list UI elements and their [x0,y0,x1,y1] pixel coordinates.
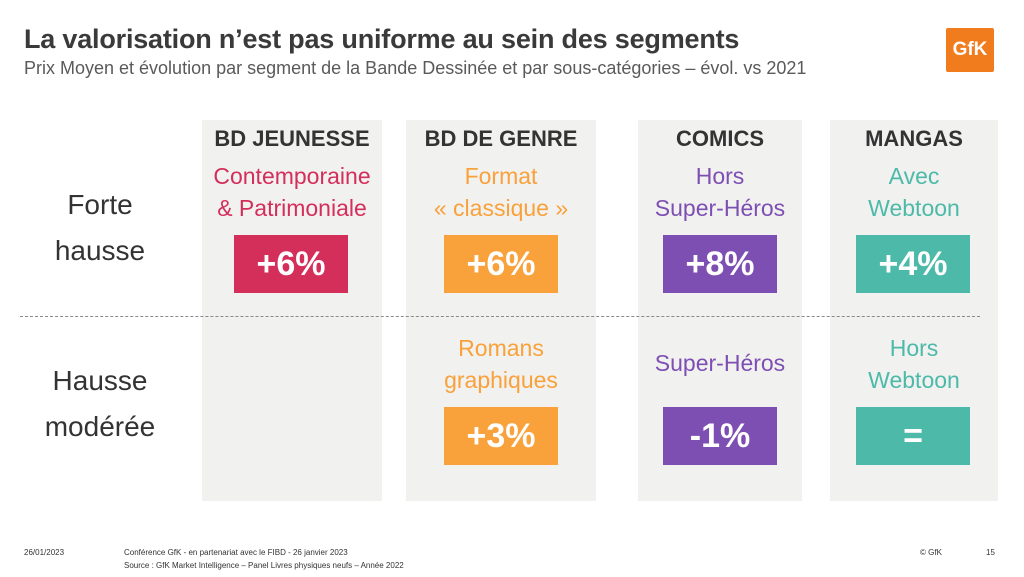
value-badge: -1% [663,407,777,465]
footer-conference: Conférence GfK - en partenariat avec le … [124,548,348,557]
subcategory-label: Format « classique » [401,160,601,224]
footer-page-number: 15 [986,548,995,557]
subcategory-label: Hors Super-Héros [620,160,820,224]
gfk-logo: GfK [946,28,994,72]
row-label-line: Forte hausse [54,189,146,266]
column-header: MANGAS [865,126,963,151]
footer-copyright: © GfK [920,548,942,557]
value-badge: +3% [444,407,558,465]
row-divider [20,316,980,317]
subcategory-label: Super-Héros [620,347,820,379]
subcategory-line: Hors [889,335,939,361]
page-title: La valorisation n’est pas uniforme au se… [24,24,740,54]
subcategory-line: Hors [695,163,745,189]
value-badge: +6% [234,235,348,293]
subcategory-line: Contemporaine [213,163,371,189]
row-label-forte-hausse: Forte hausse [20,182,180,274]
subcategory-label: Contemporaine & Patrimoniale [192,160,392,224]
row-label-hausse-moderee: Hausse modérée [20,358,180,450]
subcategory-label: Hors Webtoon [814,332,1014,396]
subcategory-label: Romans graphiques [401,332,601,396]
subcategory-label: Avec Webtoon [814,160,1014,224]
subcategory-line: Avec [888,163,940,189]
subcategory-line: Webtoon [868,195,960,221]
subcategory-line: Super-Héros [654,350,786,376]
subcategory-line: Super-Héros [654,195,786,221]
column-header: BD JEUNESSE [214,126,370,151]
column-header: BD DE GENRE [424,126,578,151]
value-badge: +6% [444,235,558,293]
value-badge: = [856,407,970,465]
subcategory-line: graphiques [444,367,558,393]
footer-source: Source : GfK Market Intelligence – Panel… [124,561,404,570]
value-badge: +4% [856,235,970,293]
subcategory-line: Format [464,163,538,189]
column-header: COMICS [676,126,764,151]
subcategory-line: « classique » [433,195,569,221]
subcategory-line: Webtoon [868,367,960,393]
subcategory-line: & Patrimoniale [217,195,367,221]
footer-date: 26/01/2023 [24,548,65,557]
row-label-line: Hausse modérée [44,365,156,442]
value-badge: +8% [663,235,777,293]
page-subtitle: Prix Moyen et évolution par segment de l… [24,58,807,78]
subcategory-line: Romans [458,335,544,361]
column-bd-jeunesse-bg [202,120,382,501]
